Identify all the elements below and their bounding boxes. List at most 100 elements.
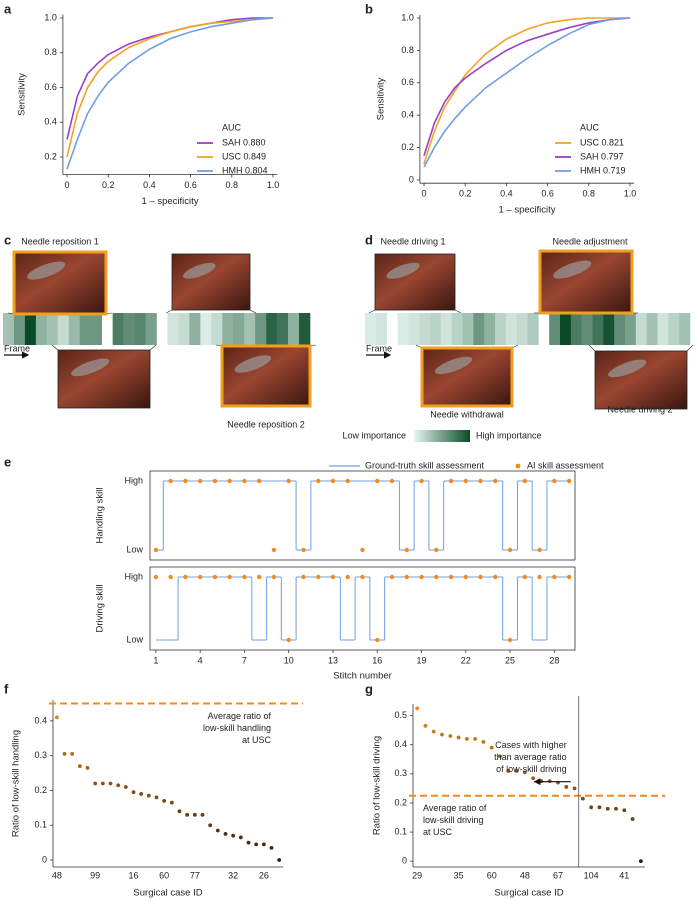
data-point	[423, 723, 428, 728]
heatmap-cell	[581, 313, 593, 345]
ai-dot	[493, 574, 498, 580]
data-point	[77, 764, 82, 769]
connector	[588, 344, 596, 352]
data-point	[146, 793, 151, 798]
data-point	[589, 805, 594, 810]
data-point	[177, 809, 182, 814]
data-point	[597, 805, 602, 810]
heatmap-cell	[451, 313, 463, 345]
x-tick-label: 48	[520, 870, 530, 880]
ai-dot	[522, 574, 528, 580]
data-point	[605, 806, 610, 811]
heatmap-cell	[189, 313, 201, 345]
connector	[686, 344, 694, 352]
connector	[249, 309, 257, 314]
heatmap-cell	[3, 313, 15, 345]
data-point	[431, 729, 436, 734]
x-tick-label: 0.6	[184, 180, 197, 190]
data-point	[514, 769, 519, 773]
heatmap-cell	[222, 313, 234, 345]
annotation: Average ratio of	[208, 711, 272, 721]
annotation: Needle reposition 1	[21, 236, 99, 246]
x-tick-label: 1.0	[267, 180, 280, 190]
heatmap-cell	[35, 313, 48, 345]
ai-dot	[242, 574, 247, 580]
data-point	[162, 798, 167, 803]
x-tick-label: 16	[128, 870, 138, 880]
y-tick-label: 0.6	[44, 82, 57, 92]
heatmap-cell	[495, 313, 507, 345]
video-frame	[374, 253, 456, 311]
x-axis-title: Surgical case ID	[133, 888, 202, 899]
heatmap-cell	[57, 313, 70, 345]
data-point	[238, 835, 243, 840]
data-point	[415, 706, 420, 711]
heatmap-cell	[178, 313, 190, 345]
x-tick-label: 28	[549, 655, 559, 665]
ai-dot	[242, 478, 247, 484]
data-point	[154, 795, 159, 800]
panel-letter: g	[365, 681, 373, 696]
y-tick-label: 0.1	[394, 826, 407, 836]
data-point	[70, 752, 75, 756]
video-frame	[171, 253, 251, 311]
roc-curve	[66, 17, 273, 140]
heatmap-cell	[375, 313, 387, 345]
heatmap-cell	[68, 313, 81, 345]
data-point	[215, 828, 220, 833]
instrument	[553, 260, 592, 279]
ai-dot	[360, 547, 365, 553]
ai-dot	[168, 574, 173, 580]
data-point	[277, 858, 282, 862]
roc-curve	[423, 17, 631, 156]
heatmap-cell	[505, 313, 517, 345]
y-tick-label: 0.3	[34, 750, 47, 760]
ai-dot	[419, 574, 424, 580]
ai-dot	[537, 574, 542, 580]
data-point	[131, 790, 136, 795]
ai-dot	[566, 574, 572, 580]
y-axis-title: Sensitivity	[17, 73, 28, 116]
y-tick-label: High	[124, 475, 143, 485]
data-point	[638, 859, 643, 864]
ai-dot	[434, 547, 439, 553]
ai-dot	[212, 478, 218, 484]
heatmap-cell	[365, 313, 377, 345]
ai-dot	[153, 574, 159, 580]
legend-swatch	[515, 463, 521, 469]
x-tick-label: 35	[454, 870, 464, 880]
annotation: at USC	[423, 827, 453, 837]
heatmap-cell	[200, 313, 212, 345]
ai-dot	[316, 478, 321, 484]
annotation: Needle reposition 2	[227, 419, 305, 429]
heatmap-cell	[419, 313, 431, 345]
ai-dot	[448, 574, 454, 580]
panel-letter: f	[4, 681, 9, 696]
annotation: at USC	[242, 735, 272, 745]
heatmap-cell	[657, 313, 669, 345]
ai-dot	[375, 637, 380, 643]
y-tick-label: 0.5	[394, 710, 407, 720]
heatmap-cell	[46, 313, 59, 345]
plot-frame	[149, 470, 576, 561]
x-tick-label: 0.4	[143, 180, 156, 190]
ai-dot	[389, 478, 395, 484]
ai-dot	[257, 478, 262, 484]
heatmap-cell	[679, 313, 691, 345]
data-point	[200, 812, 205, 817]
frame-label: Frame	[366, 343, 392, 353]
colorbar	[414, 430, 470, 442]
heatmap-cell	[570, 313, 582, 345]
heatmap-cell	[13, 313, 26, 345]
data-point	[448, 734, 453, 738]
ai-dot	[448, 478, 454, 484]
x-tick-label: 19	[417, 655, 427, 665]
data-point	[231, 833, 236, 838]
ai-dot	[434, 574, 439, 580]
data-point	[185, 812, 190, 817]
ai-dot	[183, 574, 188, 580]
annotation: Needle driving 1	[380, 236, 445, 246]
annotation: Cases with higher	[495, 740, 567, 750]
y-tick-label: 0.2	[394, 797, 407, 807]
